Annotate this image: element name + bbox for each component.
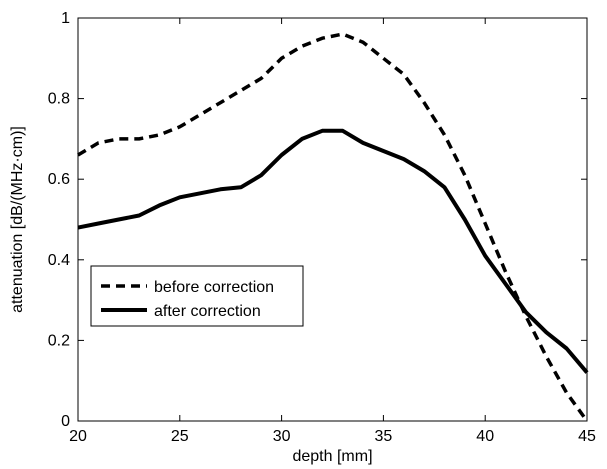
x-tick-label: 40 (476, 428, 494, 445)
y-tick-label: 0.4 (48, 252, 70, 269)
y-tick-label: 0.6 (48, 171, 70, 188)
series-line-after-correction (77, 128, 589, 374)
x-tick-label: 25 (171, 428, 189, 445)
x-tick-label: 45 (578, 428, 596, 445)
x-tick-label: 35 (375, 428, 393, 445)
x-tick-label: 30 (273, 428, 291, 445)
x-axis-label: depth [mm] (292, 448, 372, 465)
legend-box (90, 265, 304, 327)
y-tick-label: 1 (61, 10, 70, 27)
y-tick-label: 0.8 (48, 91, 70, 108)
y-axis-label: attenuation [dB/(MHz·cm)] (9, 126, 26, 313)
y-tick-label: 0.2 (48, 332, 70, 349)
series-line-before-correction (77, 32, 589, 423)
y-tick-label: 0 (61, 413, 70, 430)
plot-frame (77, 17, 588, 422)
legend-label-after-correction: after correction (154, 303, 261, 320)
x-tick-label: 20 (69, 428, 87, 445)
legend-label-before-correction: before correction (154, 279, 274, 296)
legend: before correction after correction (90, 265, 304, 327)
